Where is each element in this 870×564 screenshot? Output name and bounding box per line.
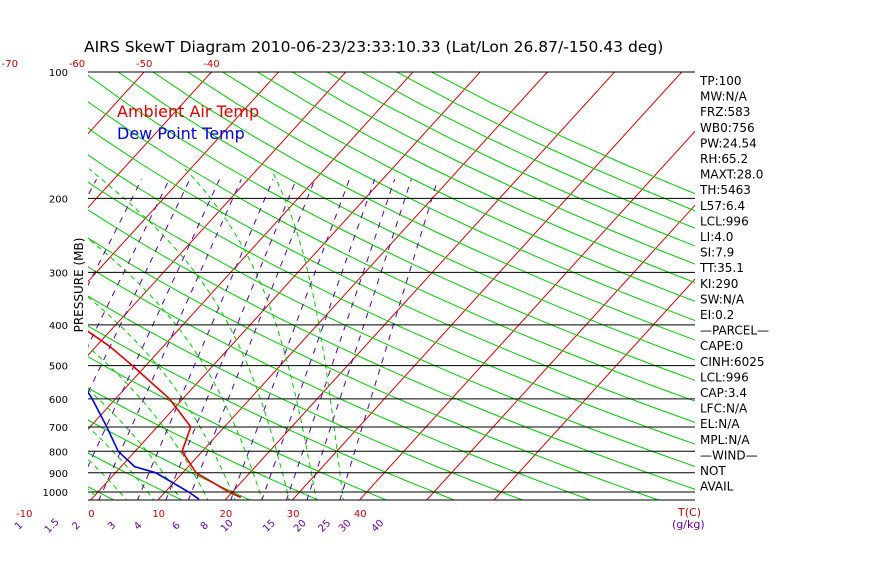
index-entry: CAPE:0 — [700, 339, 743, 353]
pressure-tick-label: 500 — [49, 362, 68, 373]
index-entry: MW:N/A — [700, 90, 748, 104]
index-entry: —WIND— — [700, 448, 758, 462]
index-entry: FRZ:583 — [700, 105, 750, 119]
bottom-temp-label: -10 — [16, 509, 32, 520]
index-entry: TH:5463 — [699, 183, 751, 197]
index-entry: WB0:756 — [700, 121, 755, 135]
index-entry: —PARCEL— — [700, 324, 769, 338]
index-entry: LCL:996 — [700, 370, 749, 384]
index-entry: AVAIL — [700, 480, 734, 494]
index-entry: TT:35.1 — [699, 261, 744, 275]
dry-adiabat-line — [0, 63, 51, 503]
mixing-ratio-line — [307, 179, 412, 501]
pressure-tick-label: 400 — [49, 321, 68, 332]
index-entry: LCL:996 — [700, 214, 749, 228]
mixing-ratio-unit: (g/kg) — [672, 518, 705, 531]
moist-adiabat-line — [0, 169, 48, 503]
moist-adiabat-line — [0, 169, 263, 503]
pressure-tick-label: 900 — [49, 469, 68, 480]
mixing-ratio-label: 1 — [13, 520, 25, 532]
legend-ambient: Ambient Air Temp — [117, 102, 259, 121]
index-entry: EL:N/A — [700, 417, 740, 431]
mixing-ratio-label: 6 — [171, 520, 183, 532]
mixing-ratio-label: 25 — [317, 518, 334, 535]
index-entry: LI:4.0 — [700, 230, 733, 244]
moist-adiabat-line — [0, 169, 156, 503]
legend-dewpoint: Dew Point Temp — [117, 124, 245, 143]
dry-adiabat-line — [0, 63, 119, 503]
isotherm-line — [0, 63, 18, 503]
index-entry: NOT — [700, 464, 726, 478]
mixing-ratio-line — [188, 179, 315, 501]
mixing-ratio-label: 2 — [70, 520, 82, 532]
dry-adiabat-line — [139, 63, 870, 503]
index-entry: MAXT:28.0 — [700, 168, 763, 182]
mixing-ratio-label: 15 — [261, 518, 278, 535]
pressure-tick-label: 800 — [49, 447, 68, 458]
mixing-ratio-line — [12, 179, 169, 501]
mixing-ratio-label: 20 — [292, 518, 309, 535]
pressure-tick-label: 1000 — [43, 488, 68, 499]
index-entry: TP:100 — [699, 74, 742, 88]
y-axis-label: PRESSURE (MB) — [72, 238, 86, 333]
index-entry: LFC:N/A — [700, 402, 748, 416]
bottom-temp-label: 0 — [88, 509, 94, 520]
mixing-ratio-label: 30 — [337, 518, 354, 535]
top-temp-label: -50 — [136, 59, 152, 70]
index-entry: CAP:3.4 — [700, 386, 747, 400]
mixing-ratio-line — [0, 179, 2, 501]
mixing-ratio-line — [340, 179, 438, 501]
pressure-tick-label: 600 — [49, 395, 68, 406]
moist-adiabat-line — [185, 169, 317, 503]
mixing-ratio-label: 4 — [132, 520, 144, 532]
pressure-tick-label: 200 — [49, 194, 68, 205]
index-entry: EI:0.2 — [700, 308, 734, 322]
index-entry: L57:6.4 — [700, 199, 745, 213]
mixing-ratio-label: 8 — [199, 520, 211, 532]
mixing-ratio-label: 1.5 — [43, 517, 62, 536]
index-entry: KI:290 — [700, 277, 738, 291]
dry-adiabat-line — [310, 63, 870, 503]
isotherm-line — [223, 63, 623, 503]
index-entry: CINH:6025 — [700, 355, 765, 369]
top-temp-label: -60 — [69, 59, 85, 70]
moist-adiabat-line — [0, 169, 182, 503]
top-temp-label: -40 — [203, 59, 219, 70]
index-entry: PW:24.54 — [700, 136, 757, 150]
isotherm-line — [357, 63, 757, 503]
mixing-ratio-line — [262, 179, 375, 501]
dry-adiabat-line — [0, 63, 666, 503]
mixing-ratio-label: 3 — [106, 520, 118, 532]
index-entry: SI:7.9 — [700, 246, 734, 260]
dry-adiabat-line — [413, 63, 870, 503]
pressure-tick-label: 700 — [49, 423, 68, 434]
chart-title: AIRS SkewT Diagram 2010-06-23/23:33:10.3… — [84, 38, 663, 56]
bottom-temp-label: 30 — [287, 509, 300, 520]
isotherm-line — [492, 63, 870, 503]
index-entry: MPL:N/A — [700, 433, 750, 447]
isotherm-line — [424, 63, 824, 503]
bottom-temp-label: 40 — [354, 509, 367, 520]
index-entry: RH:65.2 — [700, 152, 748, 166]
mixing-ratio-label: 10 — [219, 518, 236, 535]
bottom-temp-label: 20 — [220, 509, 233, 520]
mixing-ratio-line — [0, 179, 41, 501]
bottom-temp-label: 10 — [152, 509, 165, 520]
mixing-ratio-label: 40 — [370, 518, 387, 535]
dry-adiabat-line — [173, 63, 870, 503]
pressure-tick-label: 300 — [49, 268, 68, 279]
dry-adiabat-line — [242, 63, 870, 503]
top-temp-label: -70 — [2, 59, 18, 70]
pressure-tick-label: 100 — [49, 68, 68, 79]
index-entry: SW:N/A — [700, 292, 745, 306]
moist-adiabat-line — [0, 169, 21, 503]
